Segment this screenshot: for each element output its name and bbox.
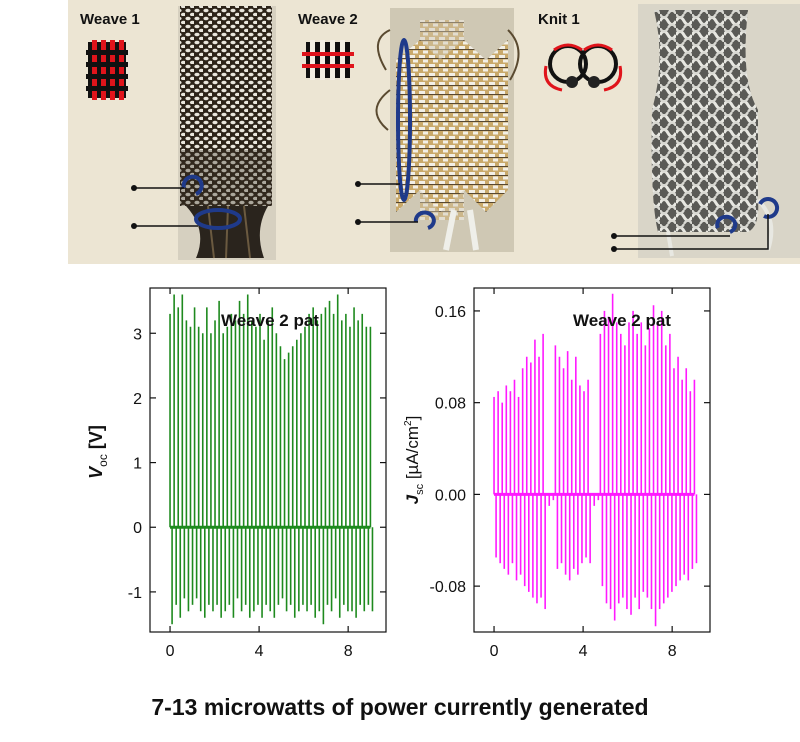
jsc-x-ticks: 0 4 8 xyxy=(490,288,677,660)
voc-chart: Weave 2 pat -1 0 1 2 3 0 4 8 Voc [V] xyxy=(86,287,387,660)
knit1-icon xyxy=(543,43,623,92)
voc-chart-marks xyxy=(169,294,374,625)
y-tick-label: 3 xyxy=(133,326,142,343)
weave1-icon xyxy=(86,40,128,100)
y-tick-label: 0.16 xyxy=(435,304,466,321)
x-tick-label: 0 xyxy=(166,643,175,660)
weave1-photo xyxy=(86,6,276,260)
voc-plot-frame xyxy=(149,287,387,633)
jsc-chart-title: Weave 2 pat xyxy=(573,311,671,330)
x-tick-label: 0 xyxy=(490,643,499,660)
knit1-photo xyxy=(543,4,800,258)
y-tick-label: 0 xyxy=(133,520,142,537)
sample-photo-strip: Weave 1 Weave 2 Knit 1 xyxy=(68,0,800,264)
jsc-y-axis-label: Jsc [µA/cm2] xyxy=(404,416,426,505)
jsc-chart-marks xyxy=(493,293,698,627)
x-tick-label: 4 xyxy=(255,643,264,660)
sample-photos-svg xyxy=(86,4,800,260)
weave2-icon xyxy=(302,40,354,80)
jsc-chart: Weave 2 pat -0.08 0.00 0.08 0.16 0 4 8 Jsc [µ… xyxy=(404,287,711,660)
panel-label-weave1: Weave 1 xyxy=(80,11,140,28)
jsc-plot-frame xyxy=(473,287,711,633)
voc-y-axis-label: Voc [V] xyxy=(86,425,110,479)
y-tick-label: -1 xyxy=(128,585,142,602)
x-tick-label: 8 xyxy=(668,643,677,660)
y-tick-label: 2 xyxy=(133,391,142,408)
figure-caption: 7-13 microwatts of power currently gener… xyxy=(151,694,649,720)
voc-x-ticks: 0 4 8 xyxy=(166,288,353,660)
jsc-y-ticks: -0.08 0.00 0.08 0.16 xyxy=(430,304,710,596)
panel-label-weave2: Weave 2 xyxy=(298,11,358,28)
voc-chart-title: Weave 2 pat xyxy=(221,311,319,330)
panel-label-knit1: Knit 1 xyxy=(538,11,580,28)
y-tick-label: -0.08 xyxy=(430,579,467,596)
y-tick-label: 1 xyxy=(133,456,142,473)
x-tick-label: 4 xyxy=(579,643,588,660)
weave2-photo xyxy=(302,8,520,252)
voc-y-ticks: -1 0 1 2 3 xyxy=(128,326,386,602)
x-tick-label: 8 xyxy=(344,643,353,660)
y-tick-label: 0.08 xyxy=(435,396,466,413)
y-tick-label: 0.00 xyxy=(435,487,466,504)
